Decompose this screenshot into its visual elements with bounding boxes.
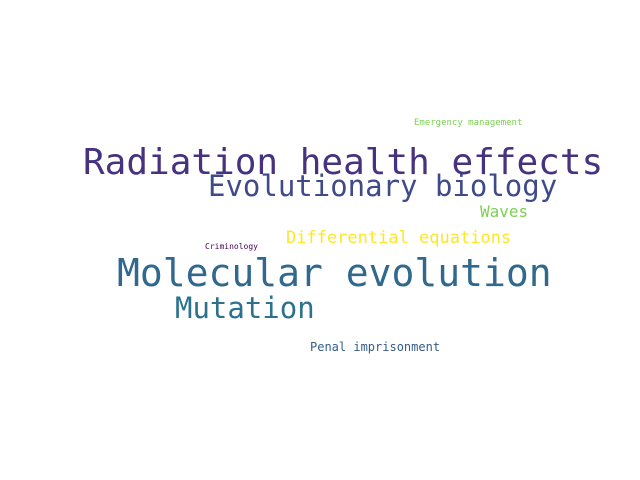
word-radiation-health-effects: Radiation health effects — [83, 142, 604, 183]
word-mutation: Mutation — [175, 291, 315, 325]
word-molecular-evolution: Molecular evolution — [117, 251, 552, 295]
word-waves: Waves — [480, 202, 529, 221]
word-differential-equations: Differential equations — [286, 228, 512, 248]
word-penal-imprisonment: Penal imprisonment — [310, 340, 441, 354]
word-criminology: Criminology — [205, 242, 258, 251]
word-emergency-management: Emergency management — [414, 118, 523, 128]
word-evolutionary-biology: Evolutionary biology — [208, 169, 558, 203]
